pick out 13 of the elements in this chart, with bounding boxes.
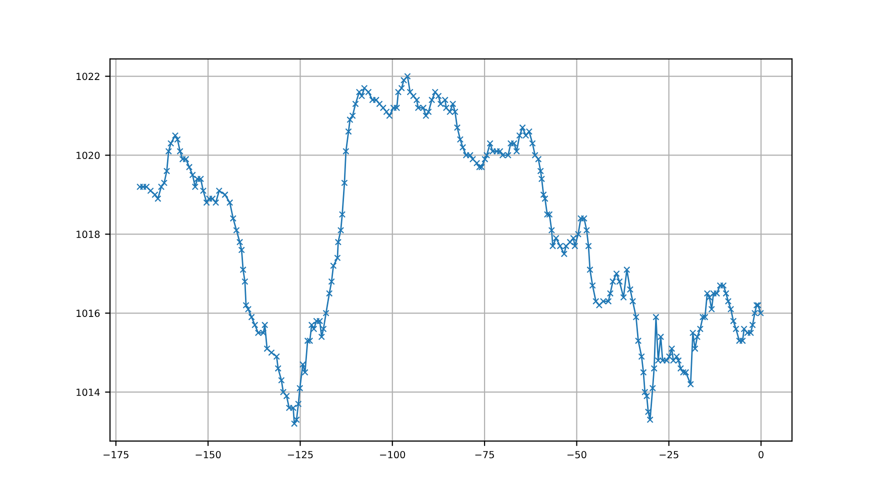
x-tick-label: −50 (567, 450, 586, 458)
y-tick-label: 1018 (76, 230, 100, 238)
y-tick-label: 1022 (76, 72, 100, 80)
y-tick-label: 1014 (76, 388, 100, 396)
x-tick-label: −150 (196, 450, 221, 458)
x-tick-label: −175 (104, 451, 128, 458)
y-tick-label: 1020 (76, 152, 100, 160)
x-tick-label: −125 (288, 450, 313, 458)
x-tick-label: −25 (660, 450, 678, 458)
x-tick-label: −100 (380, 450, 406, 458)
x-tick-label: −75 (475, 451, 494, 458)
x-tick-label: 0 (758, 450, 764, 458)
y-tick-label: 1016 (76, 310, 100, 317)
